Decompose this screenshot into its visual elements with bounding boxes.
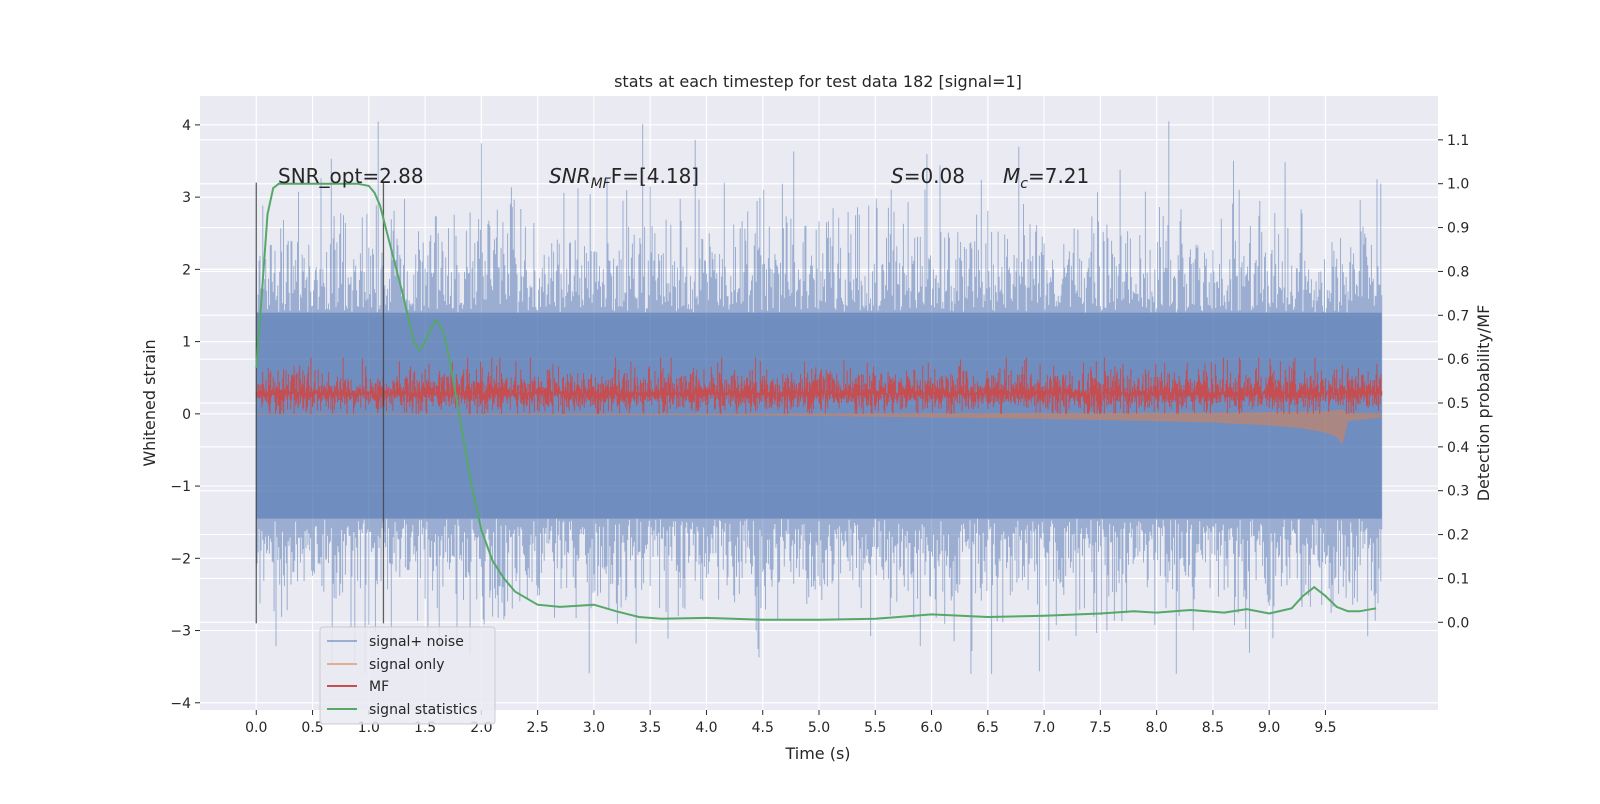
x-tick-label: 9.0 <box>1258 720 1280 736</box>
snr-mf-base: SNR <box>549 164 591 188</box>
y-right-tick-label: 0.9 <box>1447 221 1469 237</box>
s-rest: =0.08 <box>904 164 965 188</box>
chart-title: stats at each timestep for test data 182… <box>614 72 1022 91</box>
y-right-tick-label: 0.1 <box>1447 571 1469 587</box>
y-right-tick-label: 0.6 <box>1447 352 1469 368</box>
y-tick-label: 2 <box>182 262 191 278</box>
x-tick-label: 0.5 <box>301 720 323 736</box>
y-right-tick-label: 0.2 <box>1447 528 1469 544</box>
snr-mf-annotation: SNRMFF=[4.18] <box>549 164 699 192</box>
legend-label-signal-statistics: signal statistics <box>369 702 477 718</box>
y-right-axis-label: Detection probability/MF <box>1474 305 1493 502</box>
mc-rest: =7.21 <box>1028 164 1089 188</box>
legend-box <box>319 626 496 725</box>
y-axis-ticks: −4 −3 −2 −1 0 1 2 3 4 <box>170 118 200 712</box>
vertical-lines <box>255 182 385 624</box>
x-axis-ticks: 0.0 0.5 1.0 1.5 2.0 2.5 3.0 3.5 4.0 4.5 5.0 5.5 6.0 6… <box>245 710 1337 736</box>
y-tick-label: −1 <box>170 479 191 495</box>
y-tick-label: 1 <box>182 335 191 351</box>
s-sym: S <box>891 164 904 188</box>
signal-statistics-series <box>255 182 1377 621</box>
x-tick-label: 6.5 <box>977 720 999 736</box>
y-right-axis-ticks: 0.0 0.1 0.2 0.3 0.4 0.5 0.6 0.7 0.8 0.9 1.0 1.1 <box>1438 133 1469 631</box>
y-tick-label: 3 <box>182 190 191 206</box>
legend-label-signal-noise: signal+ noise <box>369 634 464 650</box>
legend-label-signal-only: signal only <box>369 657 444 673</box>
snr-mf-rest: F=[4.18] <box>611 164 699 188</box>
mc-base: M <box>1003 164 1020 188</box>
mc-sub: c <box>1020 176 1028 192</box>
y-tick-label: −4 <box>170 696 191 712</box>
x-tick-label: 4.0 <box>695 720 717 736</box>
signal-statistics-line <box>255 182 1377 621</box>
x-tick-label: 8.5 <box>1202 720 1224 736</box>
x-tick-label: 7.0 <box>1033 720 1055 736</box>
y-right-tick-label: 1.1 <box>1447 133 1469 149</box>
x-tick-label: 7.5 <box>1089 720 1111 736</box>
x-tick-label: 8.0 <box>1146 720 1168 736</box>
y-right-tick-label: 0.3 <box>1447 484 1469 500</box>
y-tick-label: −2 <box>170 551 191 567</box>
s-annotation: S=0.08 <box>891 164 965 188</box>
y-axis-label: Whitened strain <box>140 339 159 466</box>
y-right-tick-label: 0.0 <box>1447 615 1469 631</box>
x-tick-label: 5.0 <box>808 720 830 736</box>
y-right-tick-label: 1.0 <box>1447 177 1469 193</box>
x-tick-label: 9.5 <box>1314 720 1336 736</box>
x-tick-label: 3.5 <box>639 720 661 736</box>
x-tick-label: 6.0 <box>920 720 942 736</box>
x-tick-label: 5.5 <box>864 720 886 736</box>
y-tick-label: −3 <box>170 624 191 640</box>
y-right-tick-label: 0.4 <box>1447 440 1469 456</box>
snr-opt-annotation: SNR_opt=2.88 <box>278 164 424 188</box>
snr-mf-sub: MF <box>591 176 612 192</box>
y-tick-label: 0 <box>182 407 191 423</box>
x-axis-label: Time (s) <box>784 744 850 763</box>
mc-annotation: Mc=7.21 <box>1003 164 1089 192</box>
legend-label-mf: MF <box>369 679 389 695</box>
signal-only-envelope <box>256 409 1382 445</box>
legend: signal+ noise signal only MF signal stat… <box>319 626 496 725</box>
x-tick-label: 2.5 <box>527 720 549 736</box>
y-tick-label: 4 <box>182 118 191 134</box>
x-tick-label: 4.5 <box>752 720 774 736</box>
y-right-tick-label: 0.8 <box>1447 264 1469 280</box>
y-right-tick-label: 0.7 <box>1447 308 1469 324</box>
x-tick-label: 3.0 <box>583 720 605 736</box>
y-right-tick-label: 0.5 <box>1447 396 1469 412</box>
signal-only-series <box>256 409 1382 445</box>
x-tick-label: 0.0 <box>245 720 267 736</box>
